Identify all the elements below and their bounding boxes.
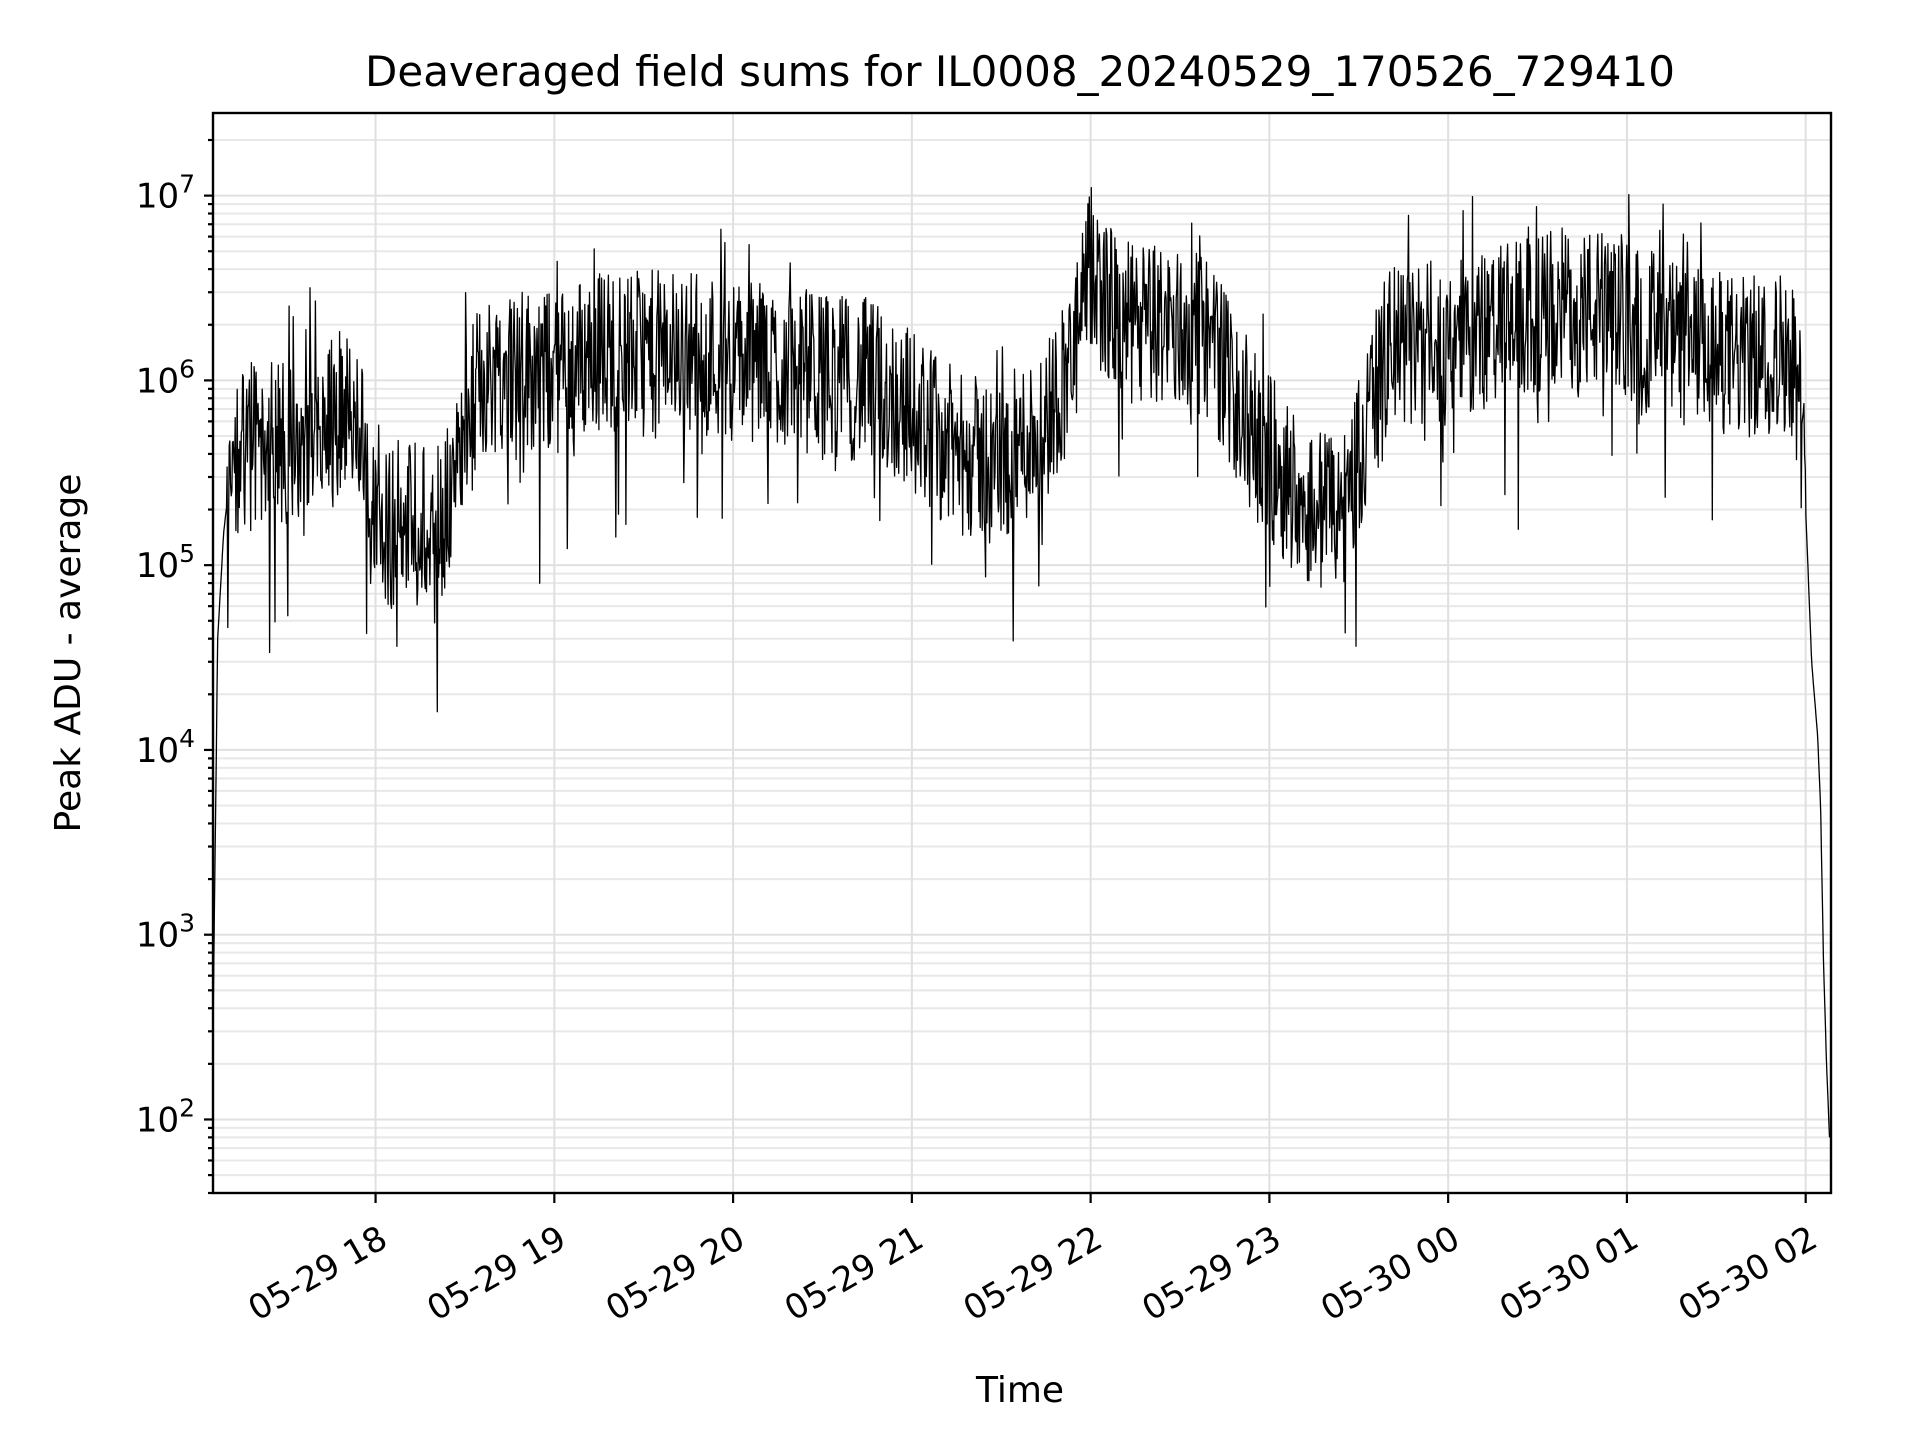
y-tick-label: 105 <box>136 539 195 586</box>
plot-frame <box>211 111 1833 1195</box>
y-axis-label: Peak ADU - average <box>48 474 89 833</box>
chart-title: Deaveraged field sums for IL0008_2024052… <box>365 47 1675 96</box>
y-tick-label: 103 <box>136 909 195 956</box>
series-line <box>212 186 1831 1138</box>
x-axis-label: Time <box>975 1370 1064 1411</box>
y-tick-label: 106 <box>136 354 195 401</box>
y-tick-label: 102 <box>136 1093 195 1140</box>
y-tick-label: 107 <box>136 170 195 217</box>
series-layer <box>212 186 1831 1138</box>
y-tick-label: 104 <box>136 724 195 771</box>
